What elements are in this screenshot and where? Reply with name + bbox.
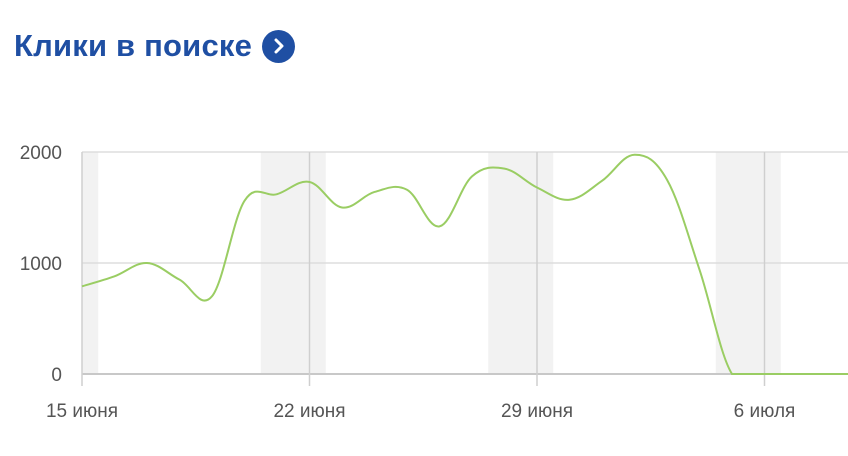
clicks-in-search-link[interactable]: Клики в поиске bbox=[14, 28, 296, 64]
x-tick-label: 29 июня bbox=[501, 401, 573, 422]
y-tick-label: 2000 bbox=[20, 143, 62, 164]
x-tick-label: 6 июля bbox=[734, 401, 796, 422]
chevron-right-circle-icon[interactable] bbox=[262, 29, 296, 63]
clicks-series-line bbox=[81, 153, 848, 376]
y-tick-label: 0 bbox=[51, 365, 62, 386]
widget-title: Клики в поиске bbox=[14, 28, 253, 63]
x-tick-label: 22 июня bbox=[273, 401, 345, 422]
y-tick-label: 1000 bbox=[20, 254, 62, 275]
x-tick-label: 15 июня bbox=[46, 401, 118, 422]
